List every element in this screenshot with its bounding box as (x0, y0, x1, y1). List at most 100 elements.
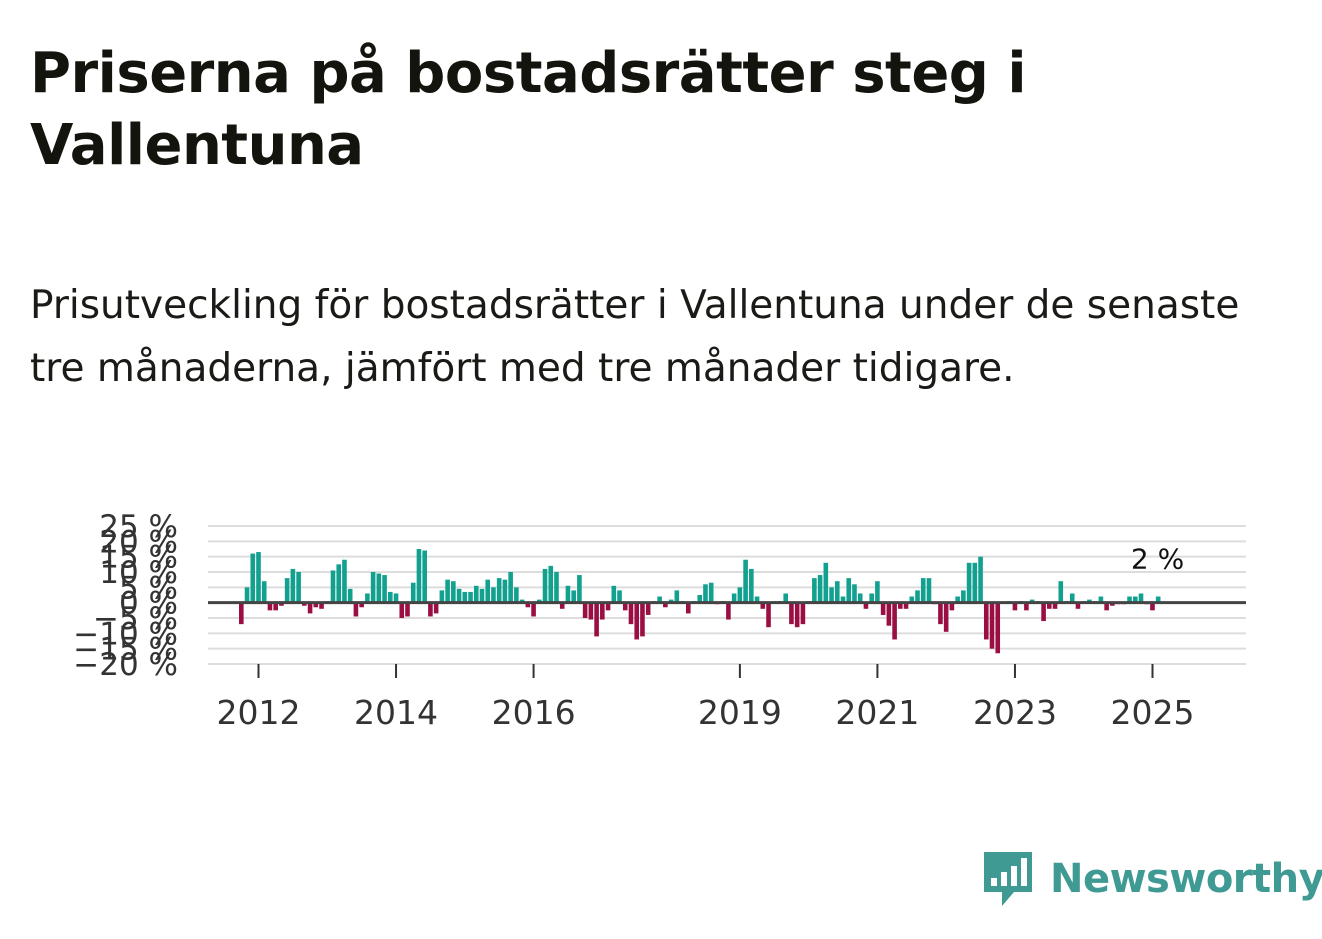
bar (244, 587, 250, 603)
x-tick-label: 2021 (835, 693, 919, 732)
bar (399, 602, 405, 618)
bar (783, 593, 789, 603)
bar (605, 602, 611, 611)
bar (961, 590, 966, 603)
y-tick-label: −15 % (73, 632, 178, 668)
bar (898, 602, 903, 609)
bar (359, 602, 364, 608)
bar (1110, 602, 1115, 606)
bar (353, 602, 359, 617)
bar (703, 584, 708, 603)
y-tick-label: 25 % (99, 509, 178, 545)
bar (548, 565, 554, 603)
bar (1052, 602, 1058, 609)
bar (737, 587, 743, 603)
bar (920, 578, 926, 603)
bar (514, 587, 519, 603)
y-tick-label: −20 % (73, 647, 178, 683)
bar (657, 596, 662, 603)
bar (554, 572, 559, 603)
bar (731, 593, 737, 603)
bar (273, 602, 278, 611)
bar (370, 572, 376, 603)
bar (382, 575, 387, 603)
bar (1132, 596, 1138, 603)
bar (726, 602, 731, 620)
page-title: Priserna på bostadsrätter steg i Vallent… (30, 41, 1027, 178)
bar (1047, 602, 1052, 609)
bar (433, 602, 439, 614)
bar (445, 579, 450, 603)
bar (628, 602, 634, 625)
y-tick-label: −5 % (93, 601, 178, 637)
bar (388, 591, 393, 603)
bar (479, 588, 485, 603)
bar (817, 575, 823, 603)
bar (496, 578, 502, 603)
bar (502, 579, 508, 603)
bar (1127, 596, 1132, 603)
bar (313, 602, 319, 608)
bar (462, 591, 468, 603)
bar (829, 587, 834, 603)
bar (405, 602, 410, 617)
bar (588, 602, 594, 620)
bar (617, 590, 622, 603)
newsworthy-logo: Newsworthy (980, 848, 1322, 910)
bar (473, 585, 479, 603)
y-tick-label: 5 % (119, 570, 178, 606)
last-value-label: 2 % (1131, 543, 1184, 576)
bar (1041, 602, 1046, 622)
bar (834, 581, 840, 603)
x-tick-label: 2012 (217, 693, 301, 732)
bar (1024, 602, 1029, 611)
bar (869, 593, 874, 603)
bar (256, 552, 261, 603)
bar (983, 602, 989, 640)
bar (943, 602, 949, 632)
bar (766, 602, 771, 628)
bar (622, 602, 628, 611)
bar (886, 602, 892, 626)
bar (302, 602, 307, 606)
bar (485, 579, 491, 603)
bar (915, 590, 920, 603)
bar (852, 584, 857, 603)
bar (571, 590, 576, 603)
bar (565, 585, 571, 603)
bar (416, 549, 422, 603)
bar (760, 602, 766, 609)
bar (319, 602, 324, 609)
bar (663, 602, 668, 608)
bar (863, 602, 869, 609)
bar (812, 578, 817, 603)
x-tick-label: 2025 (1111, 693, 1195, 732)
bar (846, 578, 852, 603)
bar (611, 585, 617, 603)
bar (857, 593, 863, 603)
bar (531, 602, 536, 617)
bar (428, 602, 433, 617)
x-tick-label: 2016 (492, 693, 576, 732)
bar (365, 593, 370, 603)
bar (284, 578, 290, 603)
grid-lines (208, 525, 1246, 665)
bar (347, 588, 353, 603)
bar (880, 602, 886, 615)
bar (938, 602, 943, 625)
bar (279, 602, 284, 606)
bar (674, 590, 680, 603)
bar (456, 588, 462, 603)
x-tick-label: 2014 (354, 693, 438, 732)
bar (508, 572, 513, 603)
bar (296, 572, 301, 603)
bar (800, 602, 806, 625)
bar (840, 596, 846, 603)
bar (577, 575, 582, 603)
bar (972, 562, 978, 603)
bar (1075, 602, 1081, 609)
bar (1098, 596, 1104, 603)
bar (393, 593, 399, 603)
bar (261, 581, 267, 603)
bar (559, 602, 565, 609)
